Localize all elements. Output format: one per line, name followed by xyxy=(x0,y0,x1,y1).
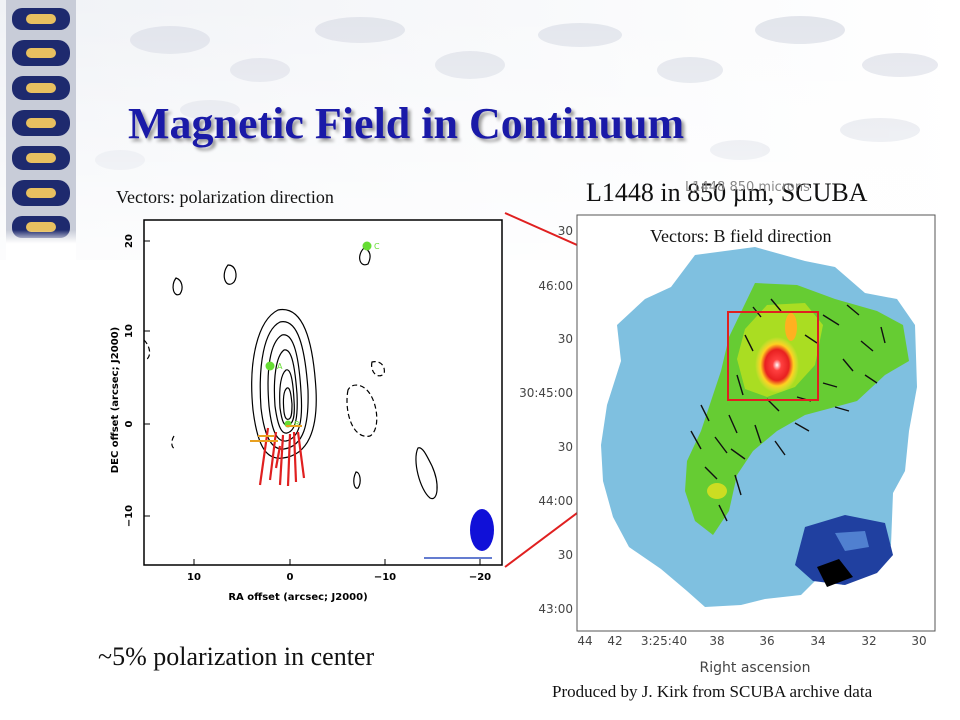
y-tick-label: 46:00 xyxy=(538,279,573,293)
y-tick-label: 30 xyxy=(558,440,573,454)
x-tick-label: 42 xyxy=(607,634,622,648)
y-axis-label: DEC offset (arcsec; J2000) xyxy=(110,327,121,473)
y-tick-label: 0 xyxy=(124,420,135,427)
y-tick-label: 30 xyxy=(558,332,573,346)
zoom-region-box xyxy=(727,311,819,401)
y-tick-label: 10 xyxy=(124,324,135,338)
contour-polarization-plot: 10 0 −10 −20 20 10 0 −10 RA offset (arcs… xyxy=(110,219,503,603)
x-tick-label: −10 xyxy=(374,572,396,583)
left-caption: Vectors: polarization direction xyxy=(116,187,334,207)
x-tick-label: 10 xyxy=(187,572,201,583)
source-marker-c xyxy=(362,241,372,251)
x-tick-label: 34 xyxy=(810,634,825,648)
bottom-note: ~5% polarization in center xyxy=(98,642,375,671)
b-field-vectors xyxy=(690,298,886,522)
x-tick-label: 0 xyxy=(287,572,294,583)
right-caption: Vectors: B field direction xyxy=(650,226,832,246)
x-tick-label: 30 xyxy=(911,634,926,648)
y-tick-label: 43:00 xyxy=(538,602,573,616)
plot-frame xyxy=(143,219,503,566)
x-axis-label: RA offset (arcsec; J2000) xyxy=(228,592,367,603)
x-tick-label: 3:25:40 xyxy=(641,634,687,648)
slide-title: Magnetic Field in Continuum xyxy=(128,99,685,148)
y-tick-label: 44:00 xyxy=(538,494,573,508)
credit-text: Produced by J. Kirk from SCUBA archive d… xyxy=(552,682,873,701)
y-tick-label: 20 xyxy=(124,234,135,248)
x-tick-label: 32 xyxy=(861,634,876,648)
y-tick-label: 30 xyxy=(558,548,573,562)
contours xyxy=(143,247,438,500)
map-header: L1448 850 microns xyxy=(685,180,810,195)
source-label-b: B xyxy=(294,420,300,429)
source-label-a: A xyxy=(277,362,283,371)
beam-ellipse xyxy=(470,509,494,551)
x-tick-label: 44 xyxy=(577,634,592,648)
x-tick-label: 38 xyxy=(709,634,724,648)
y-tick-label: −10 xyxy=(124,505,135,527)
x-axis-label: Right ascension xyxy=(700,660,811,676)
scuba-map-plot: L1448 850 microns 30 46:00 30 30:45:00 3… xyxy=(519,180,936,676)
x-tick-label: −20 xyxy=(469,572,491,583)
source-label-c: C xyxy=(374,242,380,251)
left-ornament xyxy=(6,0,76,260)
right-plot-title: L1448 in 850 µm, SCUBA xyxy=(586,178,868,207)
y-tick-label: 30 xyxy=(558,224,573,238)
source-marker-a xyxy=(265,361,275,371)
map-emission-peak xyxy=(755,337,799,393)
x-tick-label: 36 xyxy=(759,634,774,648)
y-tick-label: 30:45:00 xyxy=(519,386,573,400)
